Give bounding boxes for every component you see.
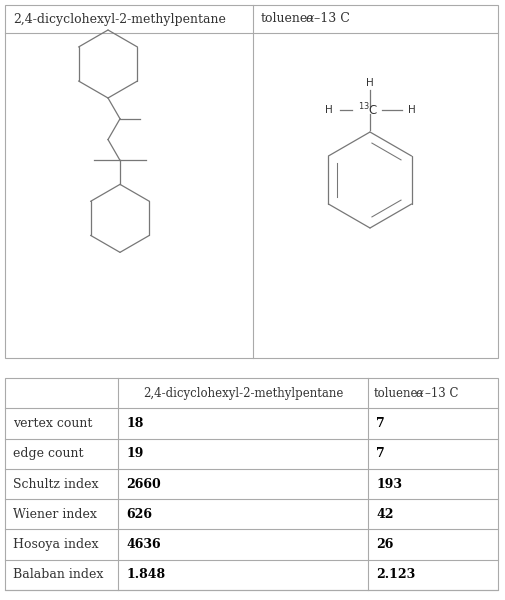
Text: 18: 18 [126, 417, 143, 430]
Text: Hosoya index: Hosoya index [13, 538, 98, 551]
Text: 7: 7 [376, 447, 385, 460]
Text: Schultz index: Schultz index [13, 478, 98, 490]
Text: 193: 193 [376, 478, 402, 490]
Text: 2,4-dicyclohexyl-2-methylpentane: 2,4-dicyclohexyl-2-methylpentane [13, 13, 226, 25]
Text: –13 C: –13 C [425, 386, 459, 400]
Text: 42: 42 [376, 508, 393, 521]
Text: edge count: edge count [13, 447, 83, 460]
Text: 7: 7 [376, 417, 385, 430]
Text: vertex count: vertex count [13, 417, 92, 430]
Text: H: H [325, 105, 333, 115]
Text: 19: 19 [126, 447, 143, 460]
Text: H: H [366, 78, 374, 88]
Text: 26: 26 [376, 538, 393, 551]
Text: α: α [305, 13, 314, 25]
Text: Wiener index: Wiener index [13, 508, 97, 521]
Text: 2,4-dicyclohexyl-2-methylpentane: 2,4-dicyclohexyl-2-methylpentane [143, 386, 343, 400]
Text: 1.848: 1.848 [126, 568, 165, 581]
Text: 4636: 4636 [126, 538, 161, 551]
Text: 2660: 2660 [126, 478, 161, 490]
Text: H: H [408, 105, 416, 115]
Text: 2.123: 2.123 [376, 568, 415, 581]
Text: $^{13}$C: $^{13}$C [358, 101, 378, 118]
Text: –13 C: –13 C [314, 13, 350, 25]
Text: α: α [416, 386, 424, 400]
Text: Balaban index: Balaban index [13, 568, 104, 581]
Text: 626: 626 [126, 508, 152, 521]
Text: toluene–: toluene– [261, 13, 315, 25]
Text: toluene–: toluene– [374, 386, 424, 400]
